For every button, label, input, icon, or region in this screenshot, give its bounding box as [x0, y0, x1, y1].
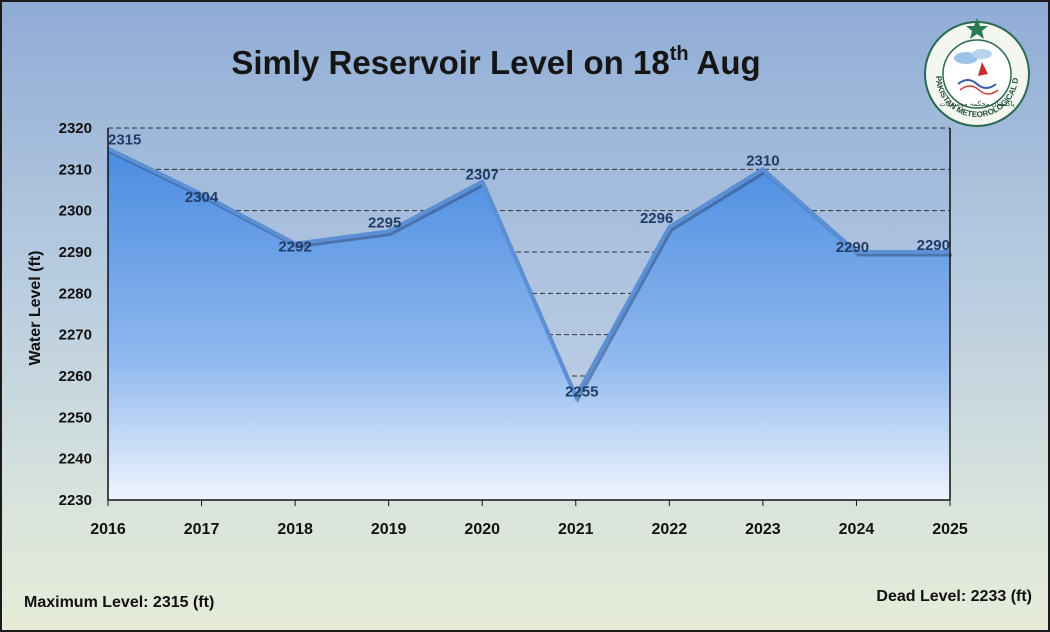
data-label: 2296: [640, 210, 673, 227]
data-label: 2290: [917, 237, 950, 254]
title-suffix: Aug: [688, 44, 761, 81]
logo-urdu-text: پاکستان محکمہ موسمیات: [939, 100, 1014, 108]
y-tick-label: 2240: [59, 451, 92, 468]
axes: [107, 128, 951, 506]
x-tick-label: 2025: [932, 521, 968, 538]
y-tick-label: 2300: [59, 203, 92, 220]
data-area: [107, 146, 952, 500]
title-prefix: Simly Reservoir Level on 18: [231, 44, 670, 81]
dead-level-note: Dead Level: 2233 (ft): [876, 588, 1032, 605]
x-tick-label: 2019: [371, 521, 407, 538]
series-line: [107, 146, 950, 402]
x-tick-label: 2018: [277, 521, 313, 538]
data-label: 2315: [108, 132, 141, 149]
chart-title: Simly Reservoir Level on 18th Aug: [2, 43, 990, 82]
y-axis-label: Water Level (ft): [27, 251, 44, 366]
x-tick-label: 2016: [90, 521, 126, 538]
maximum-level-note: Maximum Level: 2315 (ft): [24, 594, 215, 611]
y-tick-labels: 2230 2240 2250 2260 2270 2280 2290 2300 2310 2320: [59, 120, 92, 509]
title-superscript: th: [669, 43, 689, 65]
x-tick-label: 2022: [652, 521, 688, 538]
x-tick-label: 2017: [184, 521, 220, 538]
pmd-logo: PAKISTAN METEOROLOGICAL DEPARTMENT پاکست…: [916, 14, 1030, 127]
y-tick-label: 2280: [59, 285, 92, 302]
y-tick-label: 2250: [59, 409, 92, 426]
y-tick-label: 2260: [59, 368, 92, 385]
data-label: 2295: [368, 214, 401, 231]
area-fill: [108, 148, 950, 500]
x-tick-label: 2023: [745, 521, 781, 538]
data-label: 2255: [565, 384, 598, 401]
data-label: 2304: [185, 189, 219, 206]
y-tick-label: 2290: [59, 244, 92, 261]
x-tick-label: 2020: [464, 521, 500, 538]
y-tick-label: 2230: [59, 492, 92, 509]
x-tick-label: 2021: [558, 521, 594, 538]
data-labels: 2315 2304 2292 2295 2307 2255 2296 2310 2290 2290: [108, 132, 950, 401]
data-label: 2310: [746, 152, 779, 169]
x-tick-labels: 2016 2017 2018 2019 2020 2021 2022 2023 2024 2025: [90, 521, 968, 538]
y-tick-label: 2310: [59, 161, 92, 178]
y-tick-label: 2320: [59, 120, 92, 137]
data-label: 2292: [278, 239, 311, 256]
data-label: 2290: [836, 239, 869, 256]
x-tick-label: 2024: [839, 521, 875, 538]
y-tick-label: 2270: [59, 327, 92, 344]
data-label: 2307: [466, 167, 499, 184]
